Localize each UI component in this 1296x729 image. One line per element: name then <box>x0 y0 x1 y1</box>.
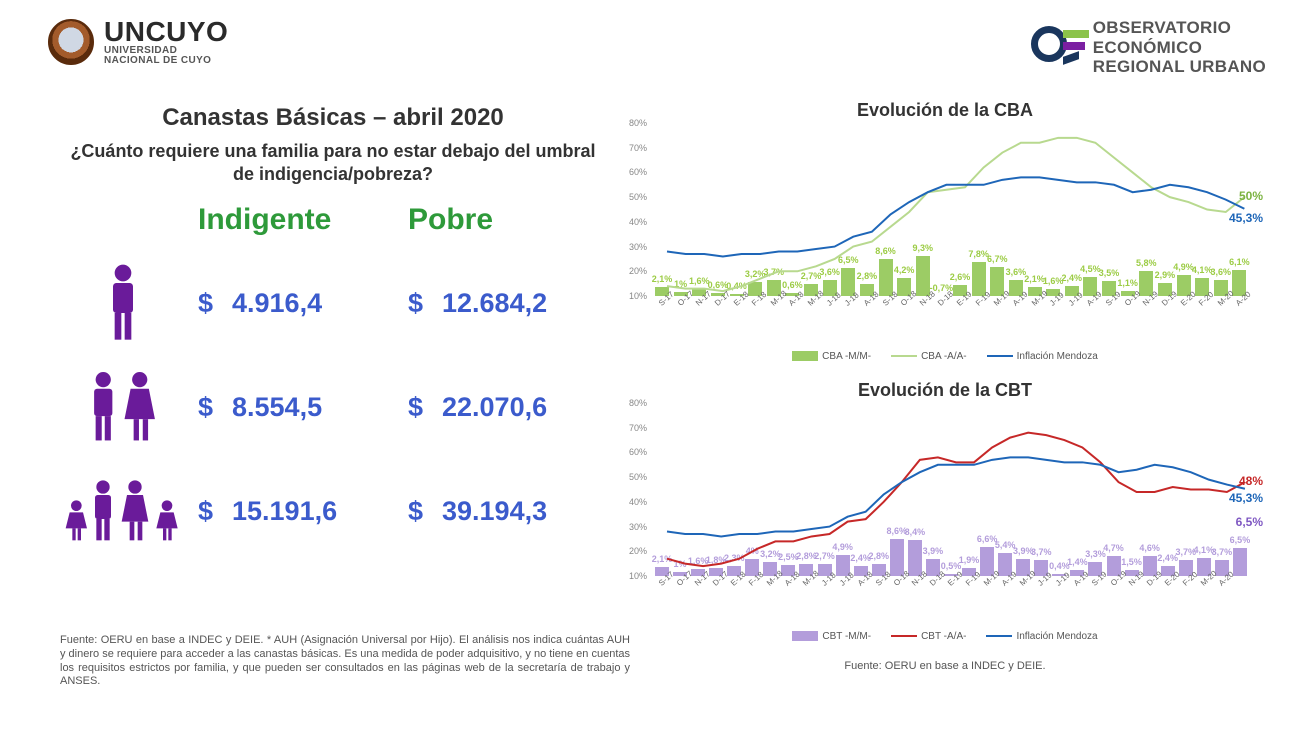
charts-source: Fuente: OERU en base a INDEC y DEIE. <box>625 660 1265 672</box>
couple-icon <box>48 369 198 445</box>
charts-panel: Evolución de la CBA 10% 20% 30% 40% 50% 60% 70… <box>625 100 1265 672</box>
y-tick: 50% <box>629 472 647 482</box>
col-head-indigente: Indigente <box>198 203 408 237</box>
end-label: 48% <box>1239 474 1263 488</box>
table-row: $8.554,5 $22.070,6 <box>48 369 618 445</box>
cba-title: Evolución de la CBA <box>625 100 1265 121</box>
cba-chart: Evolución de la CBA 10% 20% 30% 40% 50% 60% 70… <box>625 100 1265 362</box>
end-label: 6,5% <box>1236 515 1263 529</box>
table-row: $4.916,4 $12.684,2 <box>48 263 618 343</box>
oeru-line: OBSERVATORIO <box>1093 18 1266 38</box>
y-tick: 30% <box>629 522 647 532</box>
y-tick: 50% <box>629 192 647 202</box>
col-head-pobre: Pobre <box>408 203 618 237</box>
y-tick: 60% <box>629 447 647 457</box>
pobre-value: $12.684,2 <box>408 288 618 319</box>
cba-legend: CBA -M/M- CBA -A/A- Inflación Mendoza <box>625 351 1265 362</box>
y-tick: 30% <box>629 242 647 252</box>
uncuyo-title: UNCUYO <box>104 18 228 46</box>
person-icon <box>48 263 198 343</box>
uncuyo-sub2: NACIONAL DE CUYO <box>104 56 228 66</box>
subtitle-question: ¿Cuánto requiere una familia para no est… <box>48 140 618 185</box>
cbt-legend: CBT -M/M- CBT -A/A- Inflación Mendoza <box>625 631 1265 642</box>
oeru-logo-icon <box>1031 22 1081 72</box>
indigente-value: $8.554,5 <box>198 392 408 423</box>
cbt-title: Evolución de la CBT <box>625 380 1265 401</box>
y-tick: 10% <box>629 571 647 581</box>
legend-item: CBT -M/M- <box>792 631 871 642</box>
pobre-value: $22.070,6 <box>408 392 618 423</box>
y-tick: 80% <box>629 118 647 128</box>
uncuyo-crest-icon <box>48 19 94 65</box>
y-tick: 70% <box>629 423 647 433</box>
left-panel: Canastas Básicas – abril 2020 ¿Cuánto re… <box>48 104 618 551</box>
legend-item: CBA -A/A- <box>891 351 967 362</box>
legend-item: Inflación Mendoza <box>986 631 1097 642</box>
indigente-value: $15.191,6 <box>198 496 408 527</box>
end-label: 45,3% <box>1229 211 1263 225</box>
y-tick: 20% <box>629 546 647 556</box>
y-tick: 70% <box>629 143 647 153</box>
y-tick: 60% <box>629 167 647 177</box>
legend-item: CBA -M/M- <box>792 351 871 362</box>
uncuyo-logo-block: UNCUYO UNIVERSIDAD NACIONAL DE CUYO <box>48 18 228 66</box>
main-title: Canastas Básicas – abril 2020 <box>48 104 618 132</box>
table-row: $15.191,6 $39.194,3 <box>48 471 618 551</box>
oeru-line: REGIONAL URBANO <box>1093 57 1266 77</box>
end-label: 45,3% <box>1229 491 1263 505</box>
oeru-line: ECONÓMICO <box>1093 38 1266 58</box>
y-tick: 40% <box>629 217 647 227</box>
end-label: 50% <box>1239 189 1263 203</box>
indigente-value: $4.916,4 <box>198 288 408 319</box>
y-tick: 10% <box>629 291 647 301</box>
pobre-value: $39.194,3 <box>408 496 618 527</box>
y-tick: 20% <box>629 266 647 276</box>
cbt-chart: Evolución de la CBT 10% 20% 30% 40% 50% 60% 70… <box>625 380 1265 642</box>
header: UNCUYO UNIVERSIDAD NACIONAL DE CUYO OBSE… <box>0 0 1296 77</box>
legend-item: Inflación Mendoza <box>987 351 1098 362</box>
family-icon <box>48 471 198 551</box>
y-tick: 40% <box>629 497 647 507</box>
legend-item: CBT -A/A- <box>891 631 966 642</box>
y-tick: 80% <box>629 398 647 408</box>
oeru-logo-block: OBSERVATORIO ECONÓMICO REGIONAL URBANO <box>1031 18 1266 77</box>
source-note-left: Fuente: OERU en base a INDEC y DEIE. * A… <box>60 634 630 689</box>
